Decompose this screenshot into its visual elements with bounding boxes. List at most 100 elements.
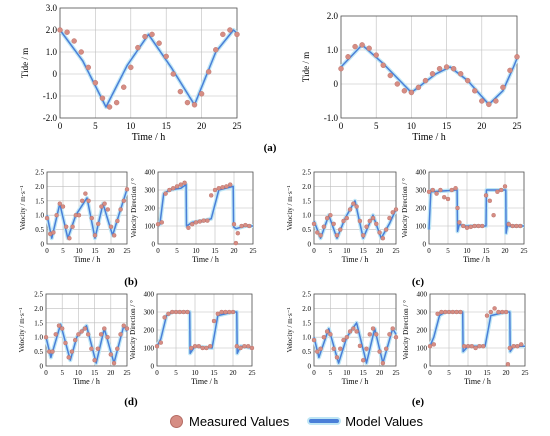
- measured-point: [450, 65, 457, 72]
- x-tick-label: 25: [521, 247, 529, 255]
- x-tick-label: 5: [329, 369, 333, 377]
- y-axis-label: Velocity / m·s⁻¹: [286, 307, 294, 352]
- measured-point: [53, 332, 58, 337]
- x-tick-label: 25: [249, 369, 257, 377]
- measured-point: [92, 358, 97, 363]
- x-axis-label: Time / h: [463, 255, 490, 264]
- x-tick-label: 15: [211, 369, 219, 377]
- measured-point: [170, 185, 176, 191]
- measured-point: [192, 344, 198, 349]
- measured-point: [243, 222, 248, 228]
- measured-point: [212, 187, 218, 193]
- measured-point: [318, 346, 323, 351]
- measured-point: [181, 309, 186, 315]
- measured-point: [76, 332, 81, 337]
- measured-point: [383, 227, 389, 232]
- x-tick-label: 0: [427, 247, 431, 255]
- chart-e-speed: 0 5 10 15 20 25 0 0.5 1.0 1.5 2.0 2.5 Time / h Veloci…: [286, 290, 400, 386]
- y-tick-label: 100: [416, 222, 427, 230]
- y-axis-label: Velocity Direction / °: [401, 178, 409, 238]
- measured-point: [465, 344, 471, 349]
- measured-point: [56, 323, 62, 328]
- measured-point: [215, 311, 221, 316]
- measured-point: [211, 318, 217, 324]
- measured-point: [430, 187, 435, 193]
- x-tick-label: 0: [44, 369, 48, 377]
- legend: Measured Values Model Values: [170, 411, 470, 431]
- measured-point: [341, 218, 346, 224]
- y-tick-label: 2.5: [34, 290, 43, 298]
- measured-point: [173, 309, 179, 315]
- measured-point: [514, 223, 519, 229]
- measured-point: [63, 340, 68, 346]
- measured-point: [507, 67, 513, 74]
- y-tick-label: 200: [144, 326, 155, 334]
- x-tick-label: 20: [376, 247, 384, 255]
- legend-measured-label: Measured Values: [189, 413, 290, 429]
- plot-frame: [429, 293, 526, 367]
- y-axis-label: Velocity Direction / °: [130, 178, 138, 238]
- chart-d-speed: 0 5 10 15 20 25 0 0.5 1.0 1.5 2.0 2.5 Time / h Veloci…: [18, 290, 131, 386]
- y-tick-label: 1.0: [327, 45, 339, 55]
- measured-point: [239, 223, 244, 229]
- measured-point: [415, 84, 422, 91]
- model-series-halo: [45, 188, 129, 241]
- measured-point: [213, 47, 219, 53]
- x-tick-label: 20: [502, 247, 510, 255]
- y-tick-label: 400: [416, 168, 427, 176]
- measured-point: [500, 84, 506, 91]
- measured-point: [366, 45, 372, 51]
- chart-c-speed: 0 5 10 15 20 25 0 0.5 1.0 1.5 2.0 2.5 Time / h Veloci…: [286, 168, 400, 264]
- measured-point: [121, 323, 126, 328]
- y-tick-label: 2.0: [35, 183, 44, 191]
- y-tick-label: 0: [334, 79, 339, 89]
- measured-point: [357, 343, 363, 349]
- x-tick-label: 25: [513, 121, 523, 131]
- measured-point: [86, 198, 91, 204]
- x-tick-label: 5: [329, 247, 333, 255]
- measured-point: [370, 215, 376, 221]
- measured-point: [331, 221, 336, 227]
- y-tick-label: 2.0: [302, 183, 311, 191]
- measured-point: [422, 77, 429, 84]
- measured-point: [347, 207, 353, 212]
- measured-point: [118, 207, 123, 212]
- measured-point: [311, 221, 317, 227]
- measured-point: [162, 315, 167, 320]
- chart-a1: 0 5 10 15 20 25 -2.0 -1.0 0 1.0 2.0 3.0 Time / h Tide…: [20, 3, 242, 143]
- measured-point: [465, 77, 471, 84]
- x-tick-label: 25: [250, 247, 258, 255]
- measured-point: [177, 88, 184, 95]
- measured-point: [51, 230, 56, 235]
- measured-point: [201, 218, 206, 223]
- measured-point: [492, 306, 497, 311]
- measured-point: [113, 99, 120, 106]
- measured-point: [72, 337, 78, 343]
- measured-point: [121, 84, 127, 90]
- measured-point: [510, 223, 515, 229]
- measured-point: [446, 309, 452, 315]
- y-tick-label: 300: [417, 308, 428, 316]
- x-tick-label: 20: [503, 369, 511, 377]
- panel-label: (e): [412, 396, 425, 408]
- measured-point: [328, 332, 333, 337]
- y-tick-label: 0: [152, 240, 156, 248]
- measured-point: [219, 309, 224, 315]
- measured-point: [393, 207, 399, 212]
- measured-point: [511, 344, 516, 349]
- measured-point: [458, 309, 463, 315]
- y-tick-label: -1.0: [43, 91, 58, 101]
- x-tick-label: 0: [339, 121, 344, 131]
- model-series-halo: [339, 42, 519, 107]
- x-tick-label: 5: [446, 247, 450, 255]
- measured-point: [102, 201, 107, 206]
- measured-point: [149, 31, 155, 38]
- y-tick-label: 0.5: [34, 348, 43, 356]
- measured-point: [79, 198, 85, 204]
- measured-point: [50, 349, 55, 354]
- measured-point: [443, 309, 448, 315]
- measured-point: [435, 311, 440, 316]
- y-tick-label: 0: [423, 240, 427, 248]
- x-tick-label: 25: [393, 247, 401, 255]
- measured-point: [166, 311, 171, 316]
